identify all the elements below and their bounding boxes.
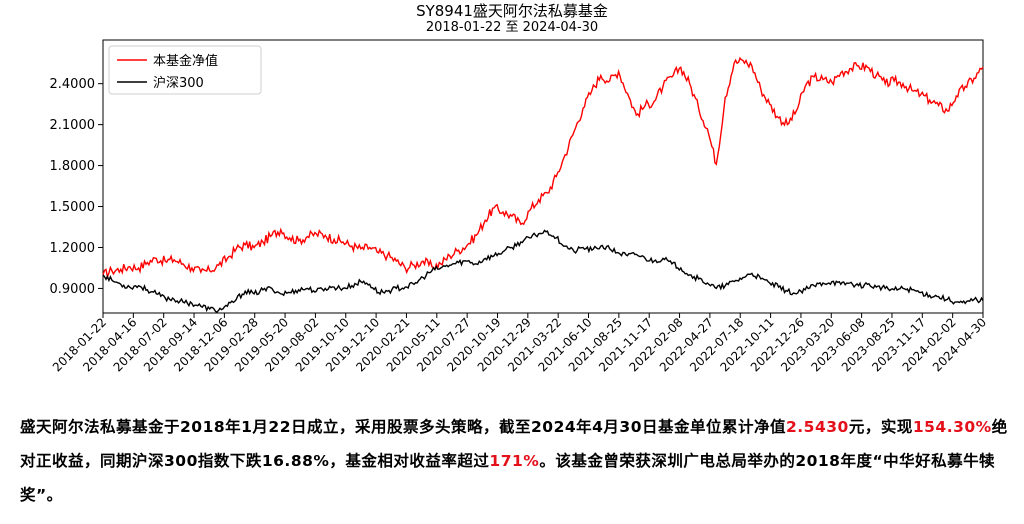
- legend-label-fund-nav: 本基金净值: [153, 53, 218, 69]
- series-line-csi300: [102, 229, 984, 313]
- y-tick-label: 1.8000: [50, 159, 96, 174]
- y-tick-label: 2.1000: [50, 118, 96, 133]
- legend-label-csi300: 沪深300: [153, 75, 204, 91]
- y-axis: 0.9000 1.2000 1.5000 1.8000 2.1000 2.4000: [50, 77, 103, 297]
- summary-abs-return: 154.30%: [912, 418, 992, 436]
- line-chart: 0.9000 1.2000 1.5000 1.8000 2.1000 2.4000 201…: [50, 39, 989, 374]
- y-tick-label: 1.5000: [50, 200, 96, 215]
- x-axis: 2018-01-222018-04-162018-07-022018-09-14…: [50, 313, 989, 374]
- y-tick-label: 1.2000: [50, 241, 96, 256]
- chart-title: SY8941盛天阿尔法私募基金: [416, 2, 608, 20]
- fund-summary-text: 盛天阿尔法私募基金于2018年1月22日成立，采用股票多头策略，截至2024年4…: [20, 410, 1010, 512]
- chart-subtitle: 2018-01-22 至 2024-04-30: [425, 20, 599, 35]
- summary-nav-value: 2.5430: [786, 418, 849, 436]
- summary-part1: 盛天阿尔法私募基金于2018年1月22日成立，采用股票多头策略，截至2024年4…: [20, 418, 786, 436]
- summary-excess-return: 171%: [489, 452, 540, 470]
- y-tick-label: 2.4000: [50, 77, 96, 92]
- y-tick-label: 0.9000: [50, 282, 96, 297]
- legend: 本基金净值 沪深300: [108, 45, 262, 95]
- summary-part4: 。该基金曾荣获深圳广电总局举办的2018年度“中华好私募牛犊奖”。: [20, 452, 996, 504]
- series-line-fund-nav: [102, 56, 984, 280]
- summary-part2: 元，实现: [848, 418, 913, 436]
- summary-part3: 绝对正收益，同期沪深300指数下跌16.88%，基金相对收益率超过: [20, 418, 1008, 470]
